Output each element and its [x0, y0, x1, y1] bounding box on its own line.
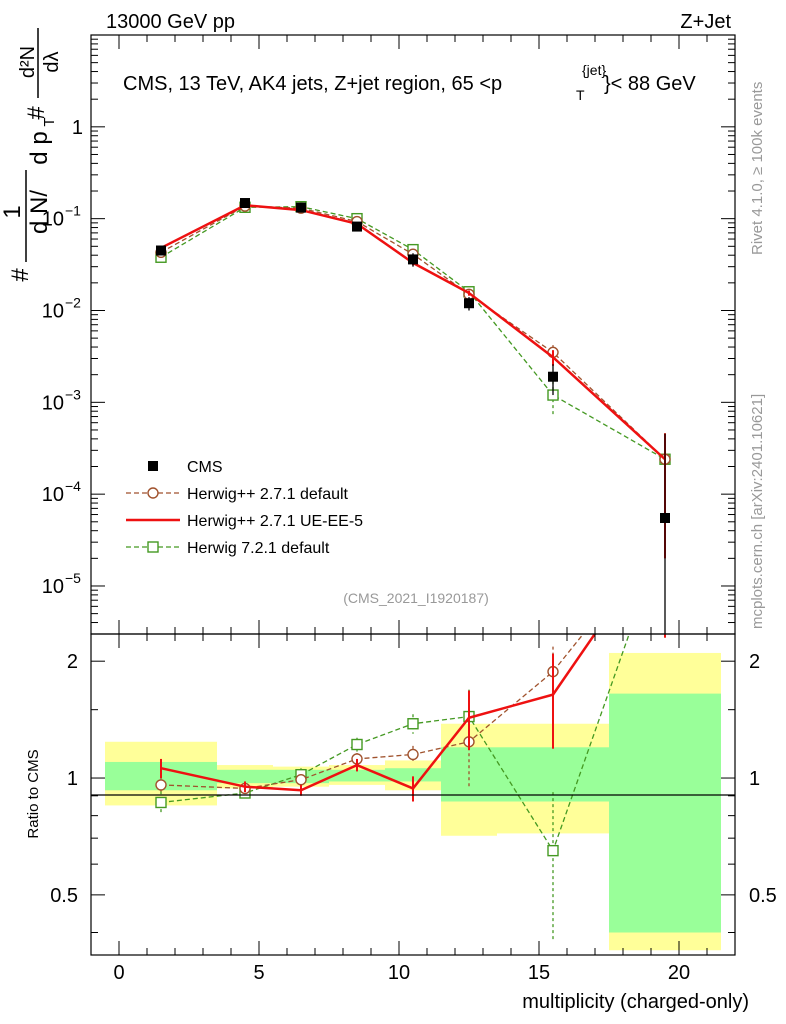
ratio-band-stat-1	[217, 769, 273, 784]
y-axis-label-ratio: Ratio to CMS	[25, 749, 42, 838]
main-series-0-point-0	[156, 245, 166, 256]
header-left: 13000 GeV pp	[106, 11, 235, 33]
rivet-version-label: Rivet 4.1.0, ≥ 100k events	[749, 82, 766, 255]
main-series-0-point-5	[464, 298, 474, 309]
main-series-0-point-2	[296, 202, 306, 213]
ratio-series-2-line	[160, 634, 630, 853]
ratio-ytick-label-2: 2	[67, 651, 78, 673]
main-ytick-exponent-3: −2	[65, 294, 81, 310]
ratio-ytick-label-0: 0.5	[50, 885, 78, 907]
x-axis-label: multiplicity (charged-only)	[522, 991, 749, 1013]
y-axis-label-main: # 1 d N/ d p T # d²N d p dλ	[0, 28, 63, 282]
ylabel-hash-2: #	[23, 106, 50, 120]
ratio-series-0-line	[160, 634, 585, 790]
ratio-ytick-label-right-2: 2	[749, 651, 760, 673]
mcplots-label: mcplots.cern.ch [arXiv:2401.10621]	[749, 394, 766, 629]
main-ytick-label-3: 10	[42, 300, 64, 322]
legend: CMS Herwig++ 2.7.1 default Herwig++ 2.7.1 …	[126, 459, 363, 557]
main-series-0-point-7	[660, 512, 670, 523]
legend-marker-3	[147, 541, 159, 553]
ylabel-dN: d N/	[26, 190, 53, 234]
plot-title-sub: T	[576, 87, 585, 103]
ylabel-dl: dλ	[41, 51, 63, 72]
legend-label-3: Herwig 7.2.1 default	[187, 540, 330, 557]
ratio-series-1-line	[160, 634, 597, 792]
ratio-band-stat-3	[329, 769, 385, 782]
ratio-ytick-label-right-1: 1	[749, 768, 760, 790]
ylabel-one: 1	[0, 205, 26, 218]
main-ytick-label-4: 10	[42, 209, 64, 231]
plot-title-sup: {jet}	[582, 62, 606, 78]
ratio-plot-frame	[90, 633, 736, 956]
legend-label-2: Herwig++ 2.7.1 UE-EE-5	[187, 513, 363, 530]
xtick-label-3: 15	[528, 962, 550, 984]
legend-marker-cms	[148, 461, 158, 471]
ratio-plot-ticks: 0.5 0.51 12 20 5 10 15 20	[50, 634, 777, 984]
analysis-id: (CMS_2021_I1920187)	[343, 590, 489, 606]
ratio-series-0-point-2	[295, 774, 307, 786]
ratio-plot-series	[155, 634, 666, 942]
legend-marker-1	[147, 487, 159, 499]
ratio-uncertainty-bands	[105, 652, 721, 951]
main-series-0-point-3	[352, 221, 362, 232]
main-series-0-point-1	[240, 198, 250, 209]
ylabel-T-1: T	[41, 117, 58, 126]
xtick-label-0: 0	[113, 962, 124, 984]
main-ytick-label-5: 1	[72, 117, 83, 139]
main-plot-series	[155, 198, 671, 634]
main-ytick-exponent-2: −3	[65, 386, 81, 402]
main-ytick-exponent-4: −1	[65, 203, 81, 219]
ratio-series-2-point-0	[155, 796, 167, 809]
ylabel-hash-1: #	[7, 268, 34, 282]
xtick-label-1: 5	[253, 962, 264, 984]
legend-label-1: Herwig++ 2.7.1 default	[187, 486, 349, 503]
header-right: Z+Jet	[680, 11, 731, 33]
ylabel-dpT: d p	[26, 131, 53, 164]
ratio-ytick-label-right-0: 0.5	[749, 885, 777, 907]
main-series-2-line	[160, 203, 666, 461]
legend-label-0: CMS	[187, 459, 223, 476]
main-ytick-exponent-1: −4	[65, 478, 81, 494]
ratio-series-0-point-4	[407, 748, 419, 761]
main-ytick-label-0: 10	[42, 576, 64, 598]
xtick-label-2: 10	[388, 962, 410, 984]
plot-title-tail: }< 88 GeV	[604, 73, 696, 95]
ratio-series-2-point-4	[407, 718, 419, 730]
plot-title-main: CMS, 13 TeV, AK4 jets, Z+jet region, 65 …	[123, 73, 502, 95]
ratio-series-2-point-6	[547, 844, 559, 857]
main-plot-ticks: 10 −510 −410 −310 −210 −11	[42, 35, 735, 634]
ylabel-d2N: d²N	[17, 46, 39, 78]
main-series-0-point-6	[548, 371, 558, 382]
main-ytick-label-1: 10	[42, 484, 64, 506]
ratio-band-stat-5	[441, 747, 497, 802]
ratio-series-2-point-3	[351, 738, 363, 751]
ratio-ytick-label-1: 1	[67, 768, 78, 790]
ratio-band-stat-7	[609, 693, 721, 933]
ratio-series-0-point-0	[155, 779, 167, 791]
xtick-label-4: 20	[668, 962, 690, 984]
main-ytick-label-2: 10	[42, 392, 64, 414]
main-series-0-point-4	[408, 254, 418, 265]
main-ytick-exponent-0: −5	[65, 570, 81, 586]
